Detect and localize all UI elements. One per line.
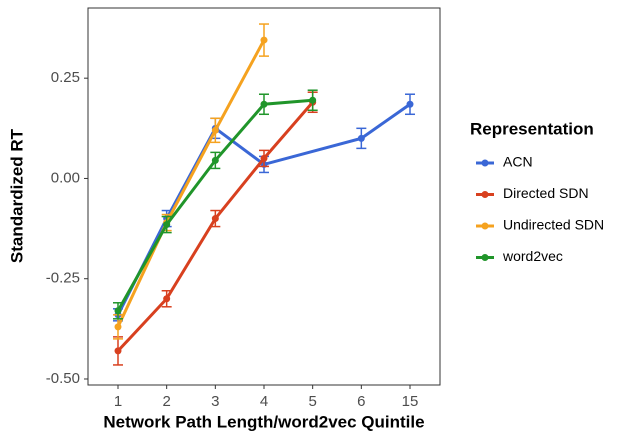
- point: [163, 221, 171, 229]
- legend-point: [481, 222, 489, 230]
- x-tick-label: 6: [357, 393, 365, 410]
- y-tick-label: -0.25: [46, 270, 80, 287]
- legend-label: Directed SDN: [503, 185, 589, 201]
- point: [309, 96, 317, 104]
- legend-title: Representation: [470, 119, 594, 138]
- point: [406, 100, 414, 108]
- point: [260, 36, 268, 44]
- y-tick-label: -0.50: [46, 370, 80, 387]
- x-axis-title: Network Path Length/word2vec Quintile: [103, 412, 424, 431]
- point: [114, 347, 122, 355]
- legend-point: [481, 191, 489, 198]
- series-line: [116, 103, 411, 316]
- series-line: [116, 39, 266, 328]
- point: [357, 134, 365, 142]
- y-tick-label: 0.00: [51, 169, 80, 186]
- legend-point: [481, 159, 489, 167]
- x-tick-label: 2: [162, 393, 170, 410]
- y-tick-label: 0.25: [51, 69, 80, 86]
- point: [114, 323, 122, 331]
- x-tick-label: 15: [402, 393, 419, 410]
- legend-point: [481, 254, 489, 261]
- legend-label: Undirected SDN: [503, 217, 604, 233]
- x-tick-label: 5: [308, 393, 316, 410]
- point: [211, 156, 219, 164]
- point: [163, 295, 171, 303]
- legend-label: word2vec: [502, 248, 563, 264]
- point: [211, 215, 219, 223]
- y-axis-title: Standardized RT: [7, 128, 26, 263]
- x-tick-label: 4: [260, 393, 268, 410]
- x-tick-label: 1: [114, 393, 122, 410]
- point: [260, 154, 268, 162]
- point: [211, 126, 219, 134]
- legend-label: ACN: [503, 154, 533, 170]
- point: [260, 100, 268, 108]
- x-tick-label: 3: [211, 393, 219, 410]
- point: [114, 307, 122, 315]
